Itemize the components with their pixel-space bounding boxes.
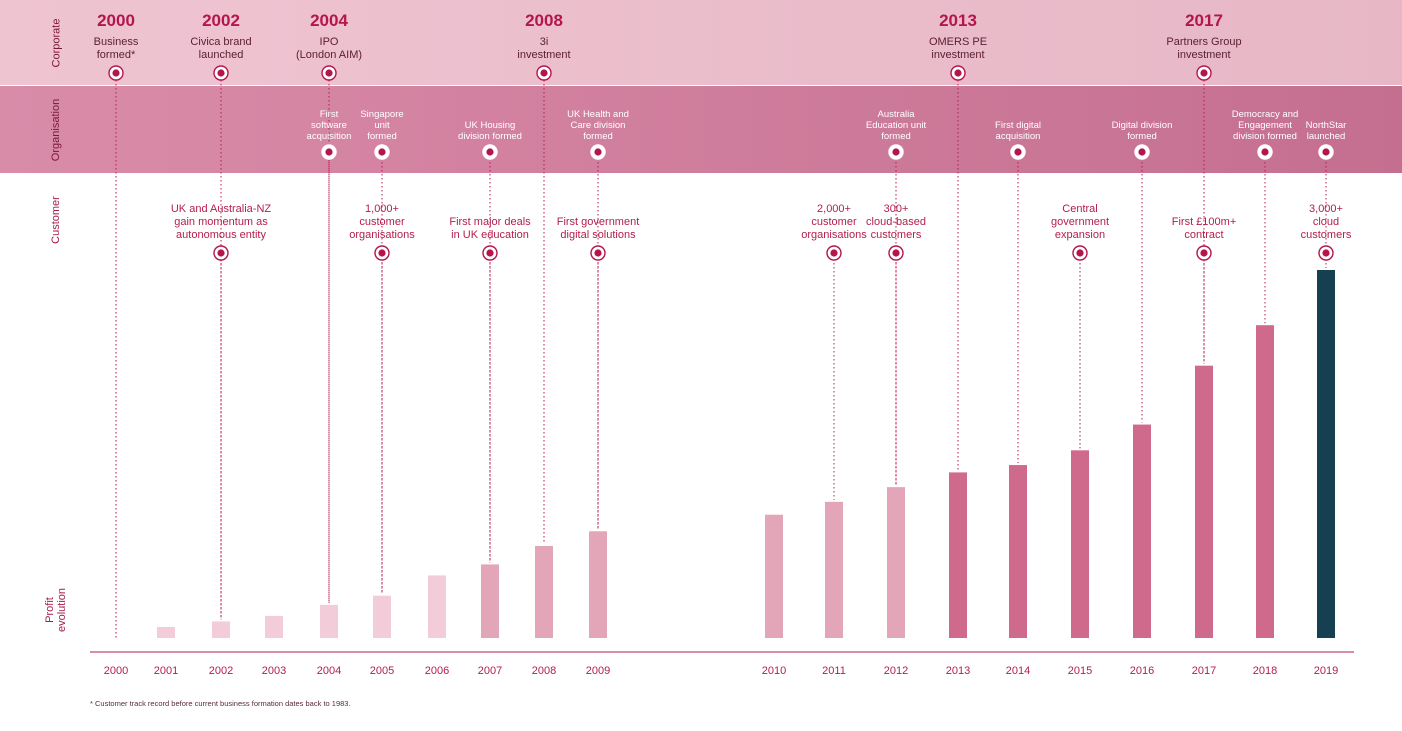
x-tick-label-2005: 2005: [370, 665, 394, 677]
customer-event-2015: Central government expansion: [1050, 203, 1110, 241]
bar-2010: [765, 514, 783, 638]
bar-2008: [535, 546, 553, 638]
bar-2012: [887, 487, 905, 638]
bar-2016: [1133, 424, 1151, 638]
organisation-marker-2018-dot: [1261, 148, 1269, 156]
x-tick-label-2019: 2019: [1314, 665, 1338, 677]
organisation-event-2012: Australia Education unit formed: [865, 109, 927, 142]
x-tick-label-2010: 2010: [762, 665, 786, 677]
corporate-year-2000: 2000: [97, 11, 135, 30]
customer-event-2019: 3,000+ cloud customers: [1300, 203, 1352, 241]
x-tick-label-2004: 2004: [317, 665, 341, 677]
corporate-year-2013: 2013: [939, 11, 977, 30]
bar-2017: [1195, 365, 1213, 638]
bar-2018: [1256, 325, 1274, 638]
customer-event-2009: First government digital solutions: [556, 216, 640, 241]
organisation-event-2019: NorthStar launched: [1305, 120, 1347, 142]
customer-event-2012: 300+ cloud-based customers: [866, 203, 926, 241]
customer-marker-2011-dot: [830, 249, 838, 257]
x-tick-label-2001: 2001: [154, 665, 178, 677]
organisation-event-2018: Democracy and Engagement division formed: [1231, 109, 1299, 142]
corporate-marker-2013-dot: [954, 69, 962, 77]
customer-marker-2009-dot: [594, 249, 602, 257]
organisation-event-2007: UK Housing division formed: [458, 120, 522, 142]
corporate-event-2004: IPO (London AIM): [295, 36, 363, 61]
organisation-marker-2012-dot: [892, 148, 900, 156]
organisation-event-2014: First digital acquisition: [995, 120, 1041, 142]
bar-2006: [428, 575, 446, 638]
bar-2005: [373, 595, 391, 638]
x-tick-label-2011: 2011: [822, 665, 846, 677]
corporate-marker-2008-dot: [540, 69, 548, 77]
bar-2007: [481, 564, 499, 638]
corporate-event-2013: OMERS PE investment: [928, 36, 988, 61]
customer-event-2002: UK and Australia-NZ gain momentum as aut…: [170, 203, 272, 241]
bar-2009: [589, 531, 607, 638]
bar-2001: [157, 626, 175, 638]
bar-2011: [825, 501, 843, 638]
corporate-event-2017: Partners Group investment: [1166, 36, 1242, 61]
organisation-event-2005: Singapore unit formed: [360, 109, 404, 142]
organisation-band: [0, 86, 1402, 173]
x-tick-label-2003: 2003: [262, 665, 286, 677]
bar-2002: [212, 621, 230, 638]
corporate-marker-2017-dot: [1200, 69, 1208, 77]
organisation-event-2004: First software acquisition: [306, 109, 352, 142]
customer-marker-2015-dot: [1076, 249, 1084, 257]
x-tick-label-2009: 2009: [586, 665, 610, 677]
x-tick-label-2000: 2000: [104, 665, 128, 677]
corporate-marker-2002-dot: [217, 69, 225, 77]
customer-event-2007: First major deals in UK education: [449, 216, 531, 241]
x-tick-label-2018: 2018: [1253, 665, 1277, 677]
organisation-marker-2007-dot: [486, 148, 494, 156]
x-tick-label-2012: 2012: [884, 665, 908, 677]
organisation-marker-2009-dot: [594, 148, 602, 156]
bar-2019: [1317, 270, 1335, 638]
customer-marker-2017-dot: [1200, 249, 1208, 257]
corporate-year-2004: 2004: [310, 11, 348, 30]
x-tick-label-2013: 2013: [946, 665, 970, 677]
organisation-marker-2004-dot: [325, 148, 333, 156]
bar-2015: [1071, 450, 1089, 638]
customer-marker-2012-dot: [892, 249, 900, 257]
customer-marker-2005-dot: [378, 249, 386, 257]
x-tick-label-2002: 2002: [209, 665, 233, 677]
organisation-event-2009: UK Health and Care division formed: [567, 109, 629, 142]
organisation-marker-2014-dot: [1014, 148, 1022, 156]
bar-2013: [949, 472, 967, 638]
x-tick-label-2008: 2008: [532, 665, 556, 677]
corporate-year-2017: 2017: [1185, 11, 1223, 30]
customer-event-2005: 1,000+ customer organisations: [349, 203, 415, 241]
corporate-marker-2000-dot: [112, 69, 120, 77]
corporate-event-2000: Business formed*: [93, 36, 139, 61]
bar-2004: [320, 604, 338, 638]
customer-marker-2019-dot: [1322, 249, 1330, 257]
corporate-year-2002: 2002: [202, 11, 240, 30]
x-tick-label-2014: 2014: [1006, 665, 1030, 677]
x-tick-label-2006: 2006: [425, 665, 449, 677]
bar-2003: [265, 615, 283, 638]
x-tick-label-2015: 2015: [1068, 665, 1092, 677]
corporate-year-2008: 2008: [525, 11, 563, 30]
corporate-marker-2004-dot: [325, 69, 333, 77]
x-tick-label-2016: 2016: [1130, 665, 1154, 677]
organisation-event-2016: Digital division formed: [1111, 120, 1173, 142]
organisation-marker-2016-dot: [1138, 148, 1146, 156]
footnote: * Customer track record before current b…: [90, 699, 351, 708]
organisation-marker-2019-dot: [1322, 148, 1330, 156]
customer-marker-2002-dot: [217, 249, 225, 257]
customer-event-2017: First £100m+ contract: [1171, 216, 1237, 241]
corporate-event-2002: Civica brand launched: [190, 36, 252, 61]
x-tick-label-2017: 2017: [1192, 665, 1216, 677]
organisation-marker-2005-dot: [378, 148, 386, 156]
customer-marker-2007-dot: [486, 249, 494, 257]
corporate-event-2008: 3i investment: [517, 36, 571, 61]
x-tick-label-2007: 2007: [478, 665, 502, 677]
customer-event-2011: 2,000+ customer organisations: [801, 203, 867, 241]
corporate-band: [0, 0, 1402, 85]
bar-2014: [1009, 465, 1027, 638]
